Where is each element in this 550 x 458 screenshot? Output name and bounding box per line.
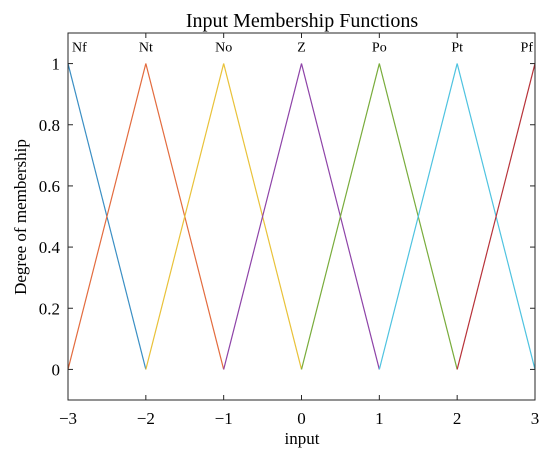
x-tick-label: −1 (215, 409, 233, 428)
x-tick-label: 1 (375, 409, 384, 428)
mf-label-z: Z (297, 41, 306, 56)
mf-label-pf: Pf (521, 41, 534, 56)
x-tick-label: −3 (59, 409, 77, 428)
x-tick-label: 2 (453, 409, 462, 428)
series-line-z (223, 63, 380, 370)
x-axis-label: input (285, 429, 320, 448)
mf-label-no: No (215, 41, 232, 56)
y-tick-label: 0.4 (39, 238, 61, 257)
chart-title: Input Membership Functions (186, 10, 418, 32)
x-tick-label: 0 (297, 409, 306, 428)
series-line-pt (378, 63, 536, 370)
plot-frame (67, 32, 536, 401)
x-tick-label: −2 (137, 409, 155, 428)
mf-label-nt: Nt (139, 41, 153, 56)
y-tick-label: 0.2 (39, 299, 60, 318)
mf-label-po: Po (372, 41, 387, 56)
series-line-pf (456, 63, 536, 370)
y-axis-label: Degree of membership (11, 139, 30, 295)
y-tick-label: 0.6 (39, 177, 60, 196)
mf-label-nf: Nf (72, 41, 87, 56)
y-tick-label: 0.8 (39, 116, 60, 135)
mf-labels-layer: Nf Nt No Z Po Pt Pf (72, 41, 533, 56)
series-layer (67, 63, 536, 370)
y-tick-label: 1 (52, 55, 61, 74)
ticks-layer: −3 −2 −1 0 1 2 3 0 0.2 0.4 0.6 0.8 1 (39, 33, 540, 428)
series-line-po (300, 63, 458, 370)
series-line-no (145, 63, 303, 370)
mf-label-pt: Pt (451, 41, 463, 56)
x-tick-label: 3 (531, 409, 540, 428)
series-line-nt (67, 63, 225, 370)
y-tick-label: 0 (52, 360, 61, 379)
